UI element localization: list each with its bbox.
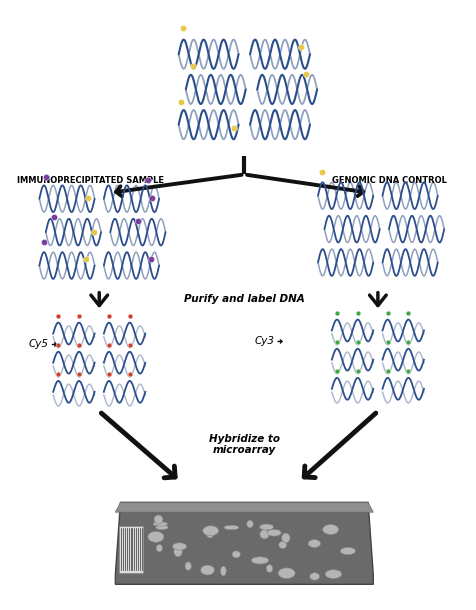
Ellipse shape (174, 547, 182, 556)
Ellipse shape (203, 526, 218, 536)
Ellipse shape (340, 547, 356, 554)
Ellipse shape (259, 524, 274, 530)
Ellipse shape (224, 525, 239, 530)
Ellipse shape (201, 565, 214, 575)
Ellipse shape (308, 540, 320, 547)
Ellipse shape (323, 525, 338, 534)
Text: Cy3: Cy3 (254, 337, 274, 346)
Text: GENOMIC DNA CONTROL: GENOMIC DNA CONTROL (332, 176, 447, 185)
Text: Hybridize to
microarray: Hybridize to microarray (209, 434, 280, 456)
Polygon shape (115, 503, 373, 584)
Ellipse shape (310, 573, 319, 580)
Ellipse shape (172, 543, 187, 550)
Ellipse shape (220, 566, 226, 576)
Ellipse shape (266, 565, 273, 572)
Ellipse shape (148, 531, 164, 542)
Ellipse shape (251, 557, 268, 564)
Ellipse shape (153, 522, 168, 526)
FancyBboxPatch shape (119, 526, 143, 573)
Ellipse shape (247, 520, 253, 528)
Text: Purify and label DNA: Purify and label DNA (184, 294, 305, 304)
Ellipse shape (156, 545, 162, 552)
Text: IMMUNOPRECIPITATED SAMPLE: IMMUNOPRECIPITATED SAMPLE (17, 176, 164, 185)
Ellipse shape (260, 529, 269, 539)
Ellipse shape (267, 529, 281, 536)
Ellipse shape (282, 533, 290, 543)
Ellipse shape (278, 568, 295, 578)
Ellipse shape (279, 541, 287, 548)
Ellipse shape (325, 570, 342, 578)
Ellipse shape (232, 551, 240, 558)
Polygon shape (115, 503, 373, 512)
Ellipse shape (185, 562, 191, 570)
Ellipse shape (154, 515, 163, 524)
Ellipse shape (207, 531, 214, 538)
Text: Cy5: Cy5 (29, 340, 49, 350)
Ellipse shape (156, 525, 168, 529)
